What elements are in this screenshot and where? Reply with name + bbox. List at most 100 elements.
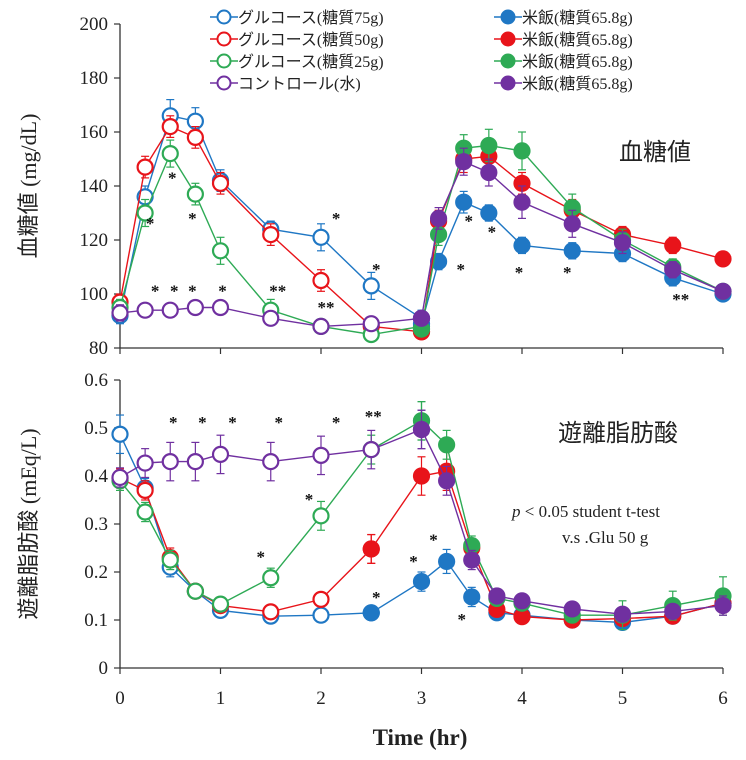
ffa-data-point — [463, 551, 481, 569]
legend-marker — [500, 9, 516, 25]
glucose-y-axis-label: 血糖値 (mg/dL) — [16, 114, 41, 259]
ffa-data-point — [312, 606, 330, 624]
ffa-data-point — [161, 551, 179, 569]
x-tick-label: 2 — [316, 688, 326, 709]
ffa-data-point — [211, 445, 230, 463]
glucose-significance-mark: * — [372, 260, 381, 279]
glucose-data-point — [262, 226, 280, 244]
ffa-data-point — [362, 604, 380, 622]
glucose-data-point — [664, 261, 682, 279]
stats-note-line1: p < 0.05 student t-test — [511, 502, 660, 521]
glucose-data-point — [312, 271, 330, 290]
legend-marker — [216, 31, 232, 47]
glucose-significance-mark: * — [515, 263, 524, 282]
glucose-data-point — [513, 142, 531, 160]
ffa-data-point — [714, 596, 732, 615]
glucose-significance-mark: * — [332, 209, 341, 228]
ffa-data-point — [312, 446, 330, 464]
ffa-significance-mark: * — [275, 413, 284, 432]
legend-marker — [216, 9, 232, 25]
ffa-panel-title: 遊離脂肪酸 — [558, 420, 678, 447]
legend-marker — [500, 75, 516, 91]
ffa-data-point — [312, 590, 330, 608]
ffa-significance-mark: * — [228, 413, 237, 432]
ffa-data-point — [136, 503, 154, 521]
legend-label: グルコース(糖質75g) — [238, 9, 384, 27]
glucose-data-point — [429, 209, 448, 227]
ffa-y-tick-label: 0.2 — [84, 562, 108, 583]
glucose-y-tick-label: 200 — [80, 14, 109, 35]
ffa-y-tick-label: 0.6 — [84, 370, 108, 391]
glucose-data-point — [412, 309, 431, 327]
glucose-data-point — [262, 309, 280, 327]
x-tick-label: 3 — [417, 688, 427, 709]
legend-label: 米飯(糖質65.8g) — [522, 9, 633, 27]
glucose-significance-mark: * — [464, 212, 473, 231]
x-tick-label: 4 — [517, 688, 527, 709]
x-tick-label: 6 — [718, 688, 728, 709]
ffa-significance-mark: * — [169, 413, 178, 432]
glucose-data-point — [455, 153, 473, 171]
glucose-data-point — [161, 301, 179, 319]
ffa-y-tick-label: 0 — [99, 658, 109, 679]
ffa-data-point — [262, 569, 280, 587]
ffa-data-point — [664, 602, 682, 620]
glucose-data-point — [211, 174, 230, 192]
ffa-data-point — [312, 507, 330, 525]
glucose-significance-mark: * — [146, 214, 155, 233]
legend-marker — [216, 53, 232, 69]
ffa-data-point — [412, 572, 431, 591]
glucose-significance-mark: * — [563, 263, 572, 282]
ffa-data-point — [488, 587, 506, 605]
glucose-significance-mark: ** — [672, 290, 689, 309]
glucose-data-point — [362, 315, 380, 333]
glucose-y-tick-label: 180 — [80, 68, 109, 89]
x-tick-label: 5 — [618, 688, 628, 709]
legend-label: 米飯(糖質65.8g) — [522, 75, 633, 93]
ffa-series-line-7 — [420, 429, 724, 615]
glucose-significance-mark: * — [170, 282, 179, 301]
ffa-data-point — [186, 582, 204, 600]
legend-label: グルコース(糖質50g) — [238, 31, 384, 49]
ffa-data-point — [513, 592, 531, 610]
glucose-data-point — [513, 193, 531, 211]
glucose-data-point — [136, 158, 154, 176]
glucose-data-point — [211, 298, 230, 317]
glucose-data-point — [714, 250, 732, 268]
ffa-data-point — [613, 605, 632, 623]
glucose-significance-mark: * — [168, 168, 177, 187]
ffa-data-point — [111, 425, 129, 443]
ffa-series-line-5 — [370, 470, 724, 621]
glucose-panel-title: 血糖値 — [619, 139, 691, 166]
glucose-data-point — [186, 185, 204, 203]
ffa-y-tick-label: 0.5 — [84, 418, 108, 439]
glucose-data-point — [714, 282, 732, 300]
ffa-data-point — [563, 600, 581, 618]
ffa-significance-mark: * — [305, 490, 314, 509]
glucose-significance-mark: ** — [269, 282, 286, 301]
glucose-data-point — [111, 304, 129, 322]
ffa-data-point — [262, 453, 280, 471]
legend-marker — [500, 31, 516, 47]
legend-marker — [500, 53, 516, 69]
ffa-y-tick-label: 0.3 — [84, 514, 108, 535]
ffa-significance-mark: * — [429, 531, 438, 550]
glucose-data-point — [563, 215, 581, 233]
ffa-data-point — [136, 481, 154, 499]
glucose-data-point — [613, 234, 632, 252]
ffa-significance-mark: * — [372, 588, 381, 607]
ffa-data-point — [362, 441, 380, 459]
glucose-significance-mark: * — [188, 282, 197, 301]
ffa-data-point — [438, 436, 456, 454]
ffa-significance-mark: * — [198, 413, 207, 432]
ffa-data-point — [136, 454, 154, 472]
ffa-significance-mark: ** — [365, 407, 382, 426]
stats-note-text: < 0.05 student t-test — [521, 502, 661, 521]
ffa-series-line-4 — [370, 560, 724, 624]
glucose-y-tick-label: 120 — [80, 230, 109, 251]
glucose-data-point — [161, 145, 179, 163]
ffa-data-point — [161, 453, 179, 471]
stats-note-line2: v.s .Glu 50 g — [562, 528, 649, 547]
